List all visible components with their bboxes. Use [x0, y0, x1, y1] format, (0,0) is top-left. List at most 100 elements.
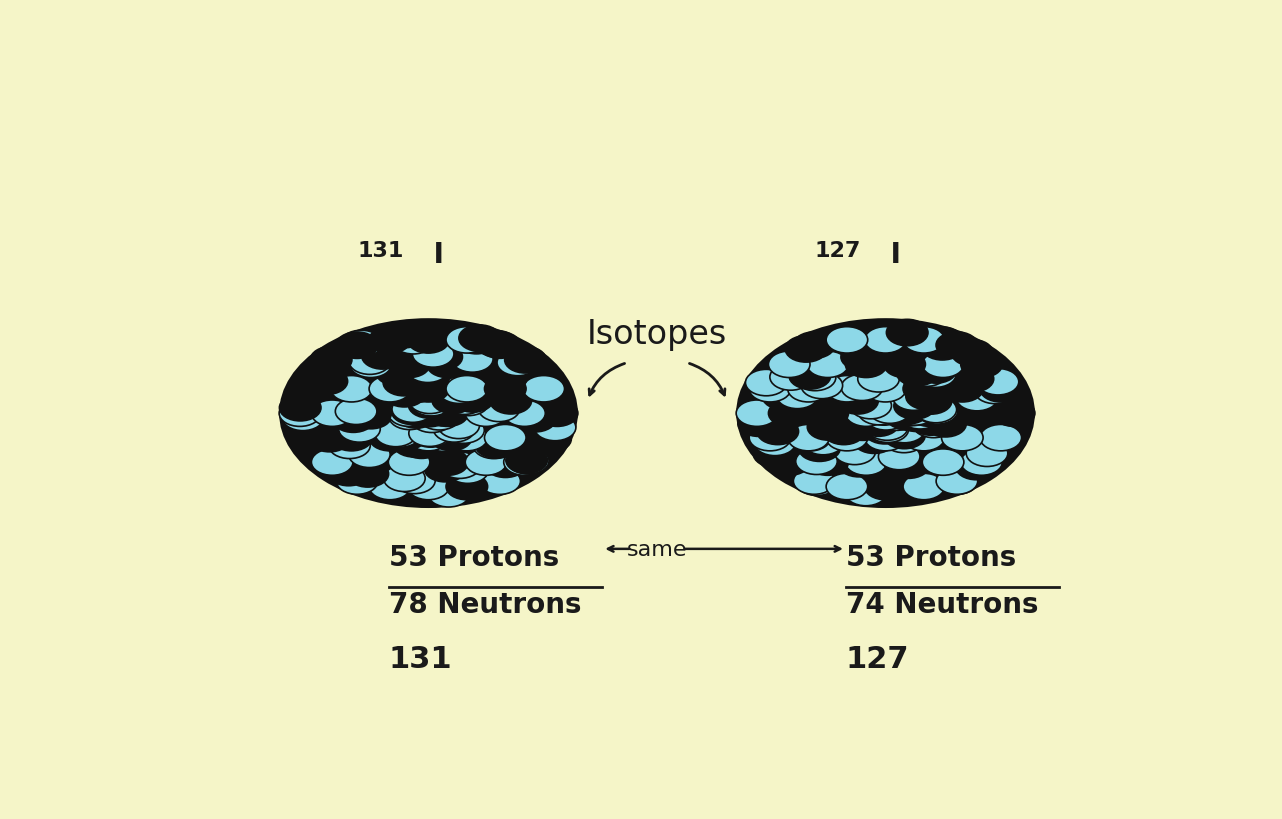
Circle shape [403, 400, 445, 427]
Circle shape [812, 383, 853, 410]
Circle shape [438, 378, 479, 404]
Circle shape [941, 425, 983, 451]
Text: 131: 131 [388, 644, 453, 672]
Circle shape [787, 376, 829, 402]
Circle shape [374, 421, 417, 447]
Text: 53 Protons: 53 Protons [388, 543, 559, 571]
Circle shape [453, 387, 494, 413]
Circle shape [394, 431, 435, 457]
Circle shape [854, 428, 895, 454]
Circle shape [796, 449, 837, 475]
Circle shape [413, 342, 454, 368]
Circle shape [504, 450, 545, 476]
Circle shape [485, 376, 526, 402]
Circle shape [864, 376, 906, 402]
Circle shape [309, 426, 350, 452]
Circle shape [892, 384, 935, 411]
Circle shape [883, 427, 924, 453]
Circle shape [409, 392, 450, 419]
Circle shape [299, 418, 341, 444]
Circle shape [376, 423, 418, 449]
Circle shape [312, 351, 353, 378]
Circle shape [841, 374, 883, 401]
Circle shape [967, 441, 1008, 467]
Circle shape [887, 405, 928, 431]
Circle shape [391, 399, 433, 425]
Circle shape [410, 390, 453, 416]
Circle shape [292, 376, 333, 402]
Circle shape [823, 419, 864, 445]
Circle shape [845, 480, 887, 506]
Circle shape [427, 400, 468, 427]
Circle shape [392, 328, 433, 355]
Circle shape [951, 340, 994, 366]
Circle shape [306, 369, 347, 395]
Circle shape [736, 400, 778, 427]
Circle shape [883, 400, 926, 427]
Circle shape [350, 400, 391, 427]
Circle shape [903, 328, 945, 354]
Text: 131: 131 [358, 241, 404, 261]
Circle shape [819, 405, 862, 432]
Circle shape [401, 432, 442, 459]
Circle shape [455, 328, 497, 355]
Circle shape [883, 351, 926, 378]
Circle shape [806, 351, 849, 378]
Circle shape [350, 450, 391, 476]
Circle shape [433, 416, 474, 442]
Circle shape [865, 404, 906, 431]
Text: same: same [627, 539, 687, 559]
Circle shape [878, 444, 920, 470]
Circle shape [806, 450, 849, 476]
Circle shape [279, 395, 320, 422]
Circle shape [394, 468, 436, 494]
Circle shape [446, 473, 487, 500]
Circle shape [362, 343, 404, 369]
Circle shape [974, 378, 1015, 404]
Circle shape [336, 399, 377, 425]
Circle shape [806, 400, 849, 427]
Circle shape [899, 403, 941, 429]
Circle shape [838, 451, 879, 477]
Circle shape [432, 387, 473, 414]
Circle shape [350, 351, 391, 378]
Circle shape [388, 450, 429, 476]
Circle shape [960, 400, 1003, 427]
Circle shape [754, 441, 795, 468]
Circle shape [903, 425, 945, 451]
Circle shape [406, 356, 449, 383]
Circle shape [979, 376, 1022, 402]
Circle shape [331, 425, 372, 451]
Circle shape [858, 399, 900, 425]
Circle shape [451, 346, 494, 373]
Circle shape [412, 399, 453, 425]
Circle shape [795, 364, 836, 391]
Circle shape [369, 425, 410, 451]
Circle shape [979, 425, 1022, 451]
Circle shape [523, 425, 564, 451]
Circle shape [465, 450, 506, 476]
Circle shape [504, 351, 545, 378]
Circle shape [388, 404, 431, 430]
Circle shape [749, 425, 791, 451]
Circle shape [369, 473, 410, 500]
Circle shape [749, 376, 791, 402]
Circle shape [490, 388, 532, 414]
Circle shape [332, 406, 374, 432]
Circle shape [736, 319, 1035, 509]
Text: 127: 127 [814, 241, 860, 261]
Circle shape [864, 328, 906, 354]
Circle shape [785, 337, 827, 363]
Circle shape [864, 473, 906, 500]
Circle shape [922, 351, 964, 378]
Circle shape [936, 468, 978, 495]
Circle shape [420, 344, 463, 371]
Circle shape [869, 397, 910, 424]
Circle shape [396, 402, 437, 428]
Circle shape [835, 439, 876, 465]
Circle shape [768, 351, 810, 378]
Circle shape [446, 328, 487, 354]
Circle shape [922, 400, 964, 427]
Circle shape [478, 396, 520, 422]
Circle shape [473, 432, 514, 459]
